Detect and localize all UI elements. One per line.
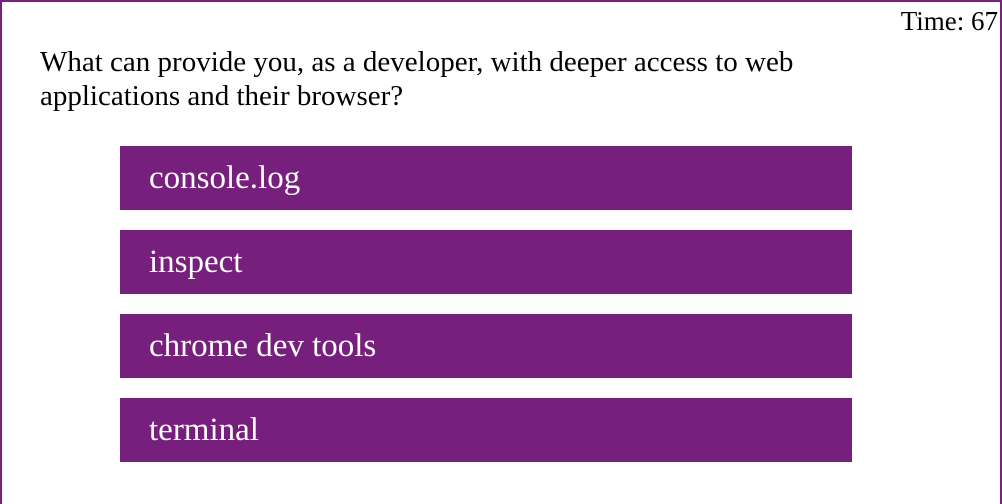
answer-list: console.log inspect chrome dev tools ter…: [120, 146, 852, 462]
answer-button-terminal[interactable]: terminal: [120, 398, 852, 462]
answer-button-console-log[interactable]: console.log: [120, 146, 852, 210]
timer-display: Time: 67: [900, 6, 998, 36]
answer-button-chrome-dev-tools[interactable]: chrome dev tools: [120, 314, 852, 378]
answer-button-inspect[interactable]: inspect: [120, 230, 852, 294]
question-text: What can provide you, as a developer, wi…: [40, 46, 794, 112]
